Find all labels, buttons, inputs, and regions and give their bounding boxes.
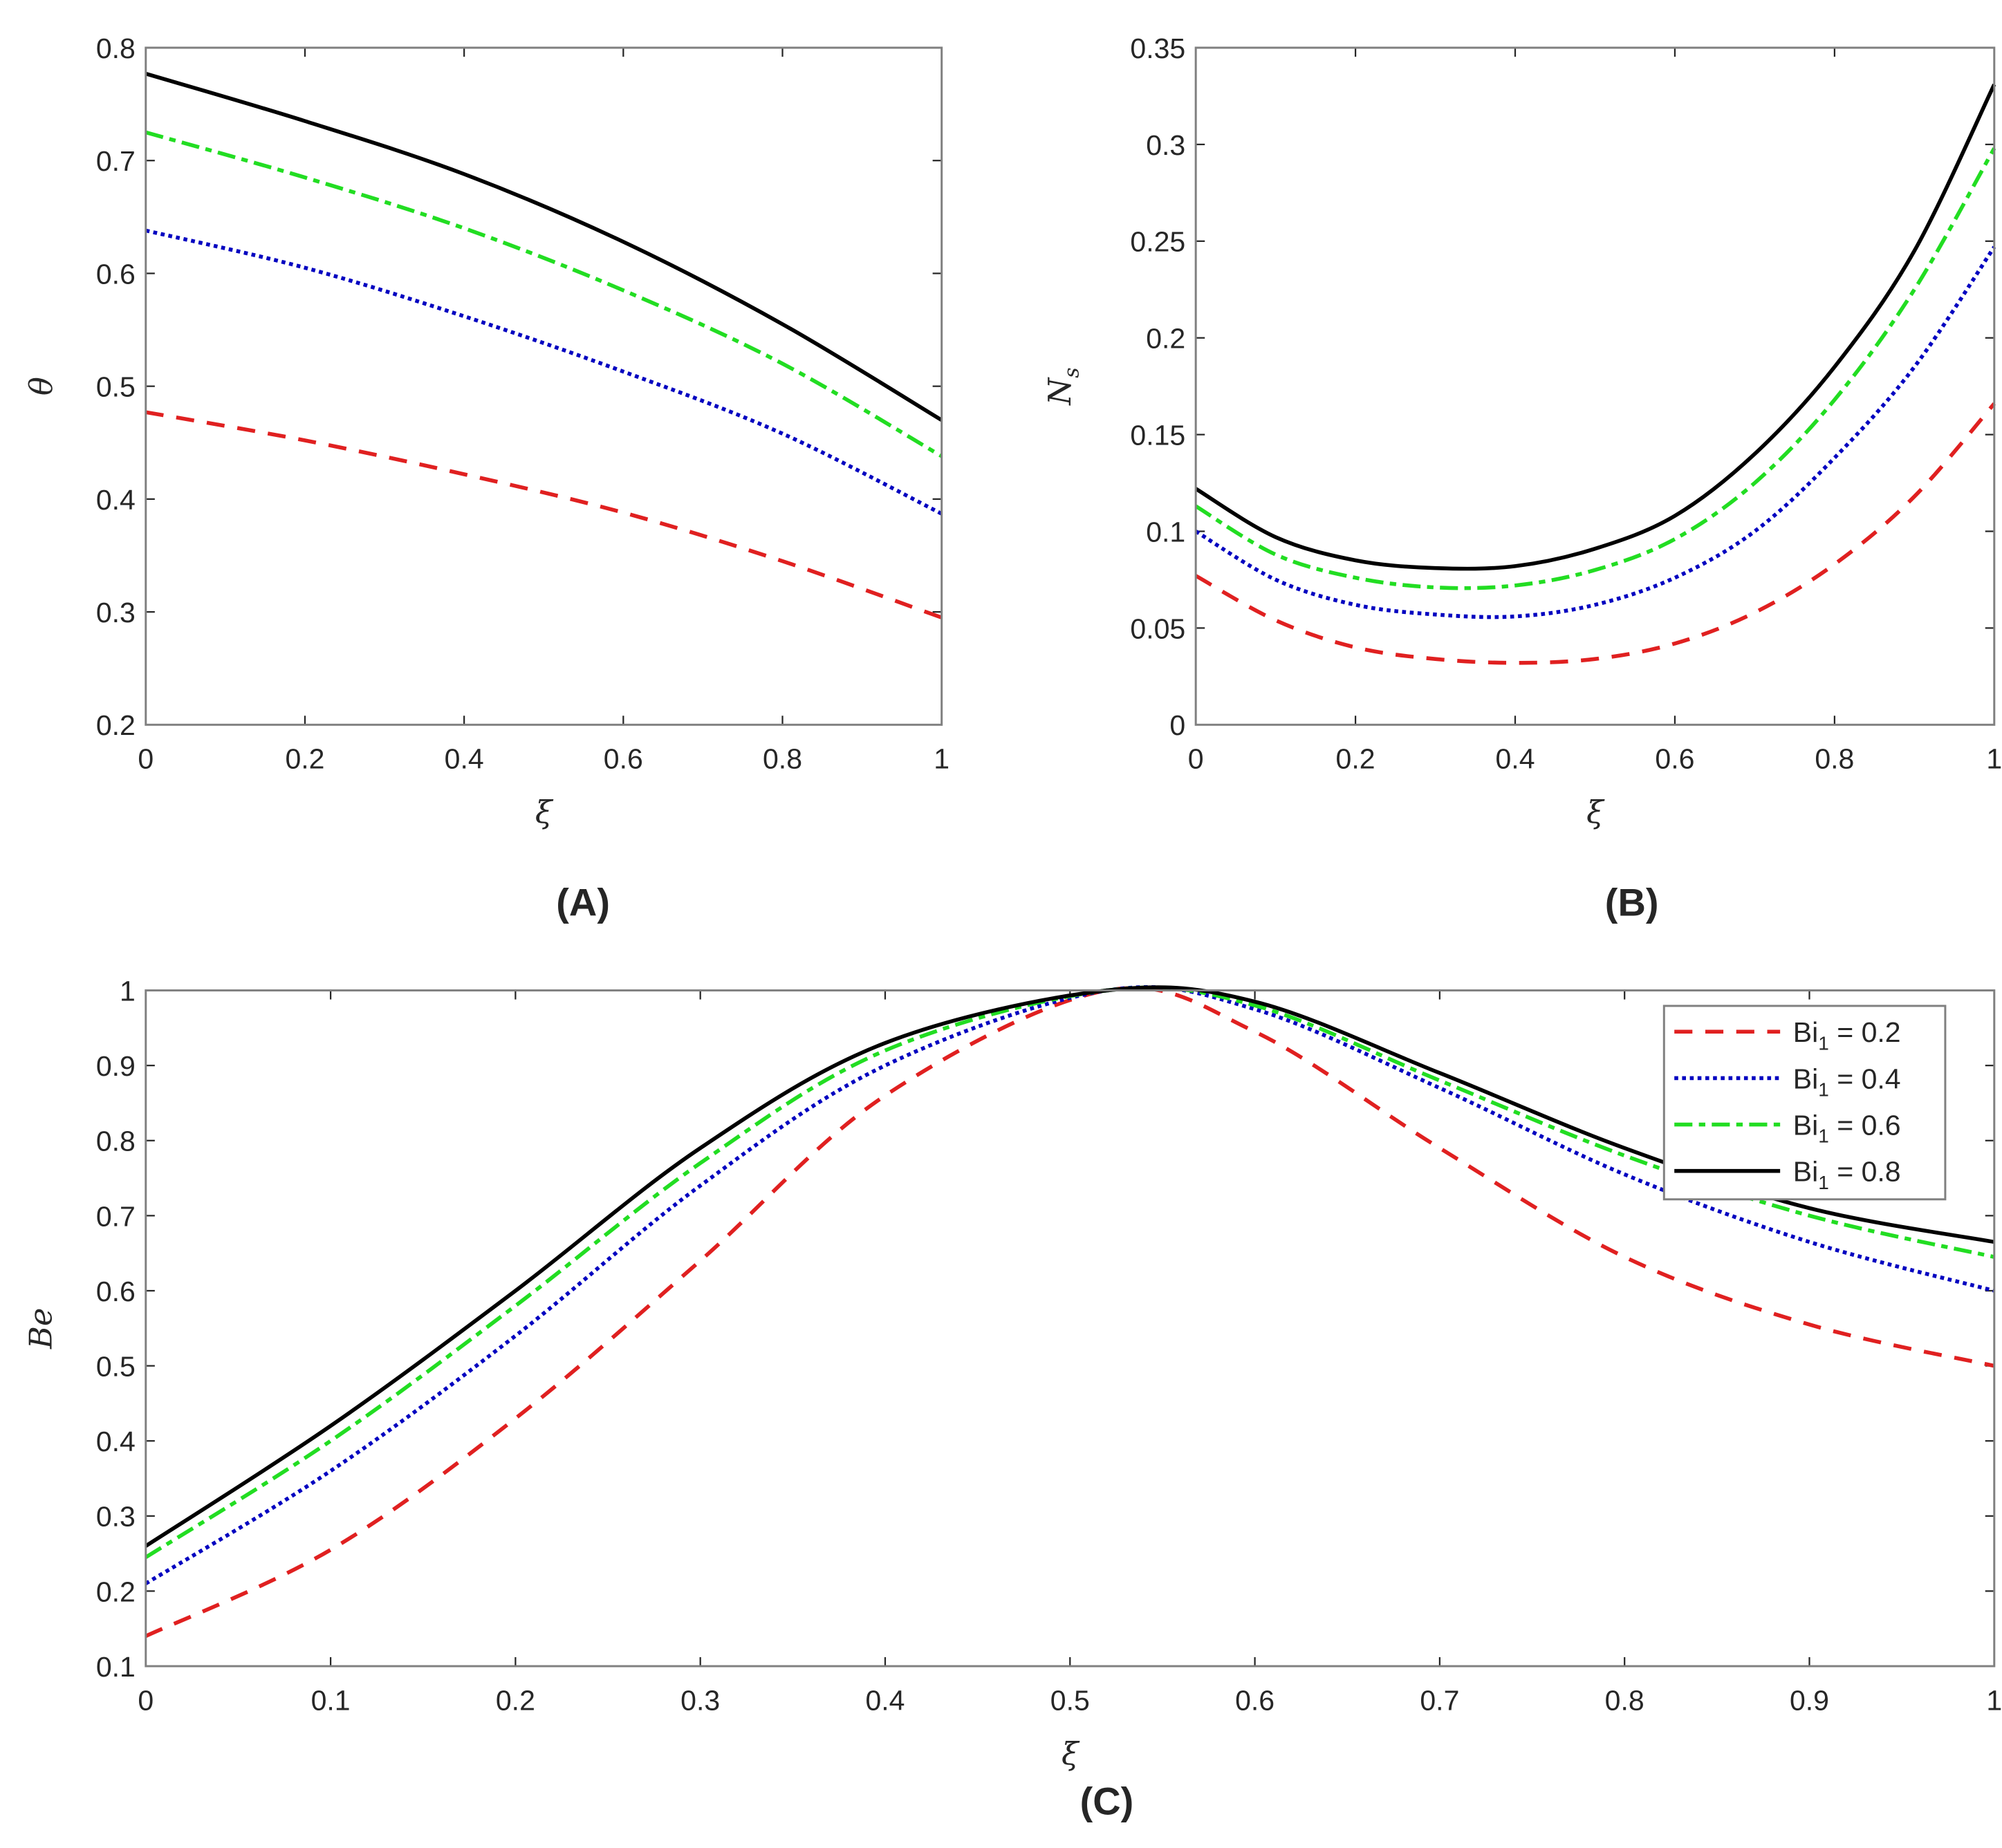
- y-tick-label: 0.4: [96, 1426, 136, 1457]
- x-tick-label: 0.1: [311, 1684, 351, 1716]
- y-tick-label: 0.3: [96, 597, 136, 628]
- legend-label: Bi1 = 0.8: [1793, 1156, 1901, 1193]
- x-axis-label: ξ: [1586, 794, 1605, 830]
- y-tick-label: 0.5: [96, 1351, 136, 1383]
- legend-label-value: = 0.4: [1829, 1063, 1901, 1094]
- x-tick-label: 1: [934, 743, 949, 775]
- y-tick-label: 0.3: [96, 1501, 136, 1533]
- x-tick-label: 0.4: [1496, 743, 1535, 775]
- x-tick-label: 0: [1188, 743, 1204, 775]
- y-tick-label: 0.2: [96, 709, 136, 741]
- y-tick-label: 0.4: [96, 484, 136, 516]
- series-line-4: [1194, 83, 1996, 571]
- axes-box: [145, 46, 943, 726]
- series-line-4: [145, 71, 943, 422]
- y-tick-label: 0.15: [1130, 420, 1185, 451]
- x-tick-label: 0: [138, 1684, 154, 1716]
- x-tick-label: 0.3: [680, 1684, 720, 1716]
- series-line-1: [145, 986, 1995, 1639]
- series-line-1: [1194, 402, 1996, 665]
- y-tick-label: 0.35: [1130, 32, 1185, 64]
- y-tick-label: 0.1: [96, 1651, 136, 1683]
- y-tick-label: 0.7: [96, 1200, 136, 1232]
- x-tick-label: 0.9: [1790, 1684, 1829, 1716]
- legend-label: Bi1 = 0.2: [1793, 1016, 1901, 1054]
- chart-panel-b: 0 0.2 0.4 0.6 0.8 1 0 0.05 0.1 0.15 0.2 0.25 0.3 0.35…: [1041, 32, 2002, 924]
- y-tick-label: 0.7: [96, 145, 136, 177]
- panel-label: (A): [556, 880, 610, 924]
- series-line-2: [145, 228, 943, 516]
- chart-panel-a: 0 0.2 0.4 0.6 0.8 10.20.30.40.50.60.70.8ξθ(A): [23, 32, 949, 924]
- x-tick-label: 0.8: [763, 743, 802, 775]
- y-axis-label-sub: s: [1059, 367, 1084, 377]
- x-tick-label: 0.4: [445, 743, 484, 775]
- legend-label-base: Bi: [1793, 1016, 1818, 1048]
- y-tick-label: 0.6: [96, 258, 136, 290]
- y-tick-label: 0: [1169, 709, 1185, 741]
- x-tick-label: 0.8: [1605, 1684, 1644, 1716]
- x-tick-label: 0.2: [285, 743, 324, 775]
- legend-label-sub: 1: [1818, 1126, 1829, 1147]
- y-axis-label-main: Be: [23, 1308, 59, 1350]
- x-axis-label: ξ: [1062, 1735, 1080, 1772]
- y-tick-label: 0.8: [96, 32, 136, 64]
- series-line-1: [145, 410, 943, 619]
- legend-box: [1662, 1005, 1947, 1201]
- legend-label-value: = 0.6: [1829, 1109, 1901, 1141]
- x-tick-label: 0: [138, 743, 154, 775]
- series-line-3: [1194, 147, 1996, 590]
- legend-label-sub: 1: [1818, 1079, 1829, 1101]
- legend-label-value: = 0.8: [1829, 1156, 1901, 1188]
- legend-label-base: Bi: [1793, 1063, 1818, 1094]
- y-tick-label: 0.2: [1146, 323, 1185, 355]
- x-tick-label: 0.4: [865, 1684, 905, 1716]
- y-axis-label: Ns: [1041, 367, 1084, 405]
- x-tick-label: 0.7: [1420, 1684, 1459, 1716]
- x-tick-label: 1: [1986, 1684, 2002, 1716]
- series-line-3: [145, 130, 943, 458]
- y-tick-label: 0.3: [1146, 129, 1185, 161]
- legend-label: Bi1 = 0.6: [1793, 1109, 1901, 1146]
- legend-label-base: Bi: [1793, 1109, 1818, 1141]
- panel-label: (B): [1605, 880, 1659, 924]
- x-tick-label: 0.6: [604, 743, 643, 775]
- legend-label: Bi1 = 0.4: [1793, 1063, 1901, 1100]
- y-tick-label: 1: [120, 975, 136, 1007]
- series-line-2: [1194, 245, 1996, 619]
- x-tick-label: 0.2: [1336, 743, 1375, 775]
- y-tick-label: 0.1: [1146, 516, 1185, 548]
- x-tick-label: 0.8: [1815, 743, 1854, 775]
- x-axis-label: ξ: [535, 794, 554, 830]
- legend-label-sub: 1: [1818, 1032, 1829, 1054]
- legend-label-sub: 1: [1818, 1172, 1829, 1193]
- y-tick-label: 0.5: [96, 371, 136, 403]
- y-tick-label: 0.25: [1130, 226, 1185, 258]
- legend-label-base: Bi: [1793, 1156, 1818, 1188]
- x-tick-label: 0.6: [1655, 743, 1694, 775]
- y-tick-label: 0.2: [96, 1576, 136, 1607]
- axes-box: [145, 989, 1996, 1668]
- y-tick-label: 0.8: [96, 1126, 136, 1157]
- x-tick-label: 1: [1986, 743, 2002, 775]
- axes-box: [1194, 46, 1996, 726]
- y-axis-label: θ: [23, 377, 59, 395]
- y-axis-label-main: N: [1041, 377, 1078, 406]
- legend-label-value: = 0.2: [1829, 1016, 1901, 1048]
- y-tick-label: 0.05: [1130, 613, 1185, 644]
- y-tick-label: 0.9: [96, 1050, 136, 1082]
- y-axis-label: Be: [23, 1308, 59, 1350]
- y-tick-label: 0.6: [96, 1276, 136, 1307]
- x-tick-label: 0.2: [496, 1684, 535, 1716]
- x-tick-label: 0.5: [1050, 1684, 1090, 1716]
- x-tick-label: 0.6: [1235, 1684, 1275, 1716]
- y-axis-label-main: θ: [23, 377, 59, 395]
- panel-label: (C): [1080, 1780, 1134, 1823]
